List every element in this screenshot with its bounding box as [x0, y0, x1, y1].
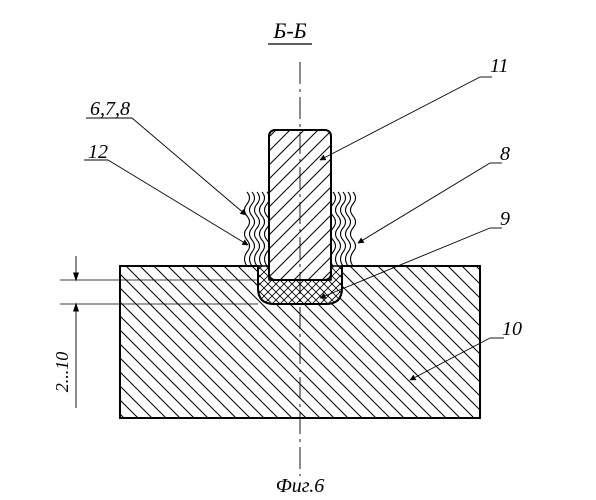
- callout-label-678: 6,7,8: [90, 98, 130, 120]
- callout-leader-678: [132, 118, 246, 215]
- callout-label-8: 8: [500, 143, 510, 165]
- callout-leader-11: [320, 77, 480, 160]
- left-wavy-pack: [245, 192, 270, 266]
- callout-label-10: 10: [502, 318, 522, 340]
- callout-label-9: 9: [500, 208, 510, 230]
- figure-caption: Фиг.6: [276, 475, 325, 497]
- right-wavy-pack: [331, 192, 356, 266]
- callout-label-11: 11: [490, 55, 509, 77]
- dimension-label: 2...10: [52, 352, 72, 393]
- callout-leader-12: [108, 160, 248, 245]
- section-title: Б-Б: [272, 18, 306, 43]
- callout-leader-8: [358, 163, 490, 243]
